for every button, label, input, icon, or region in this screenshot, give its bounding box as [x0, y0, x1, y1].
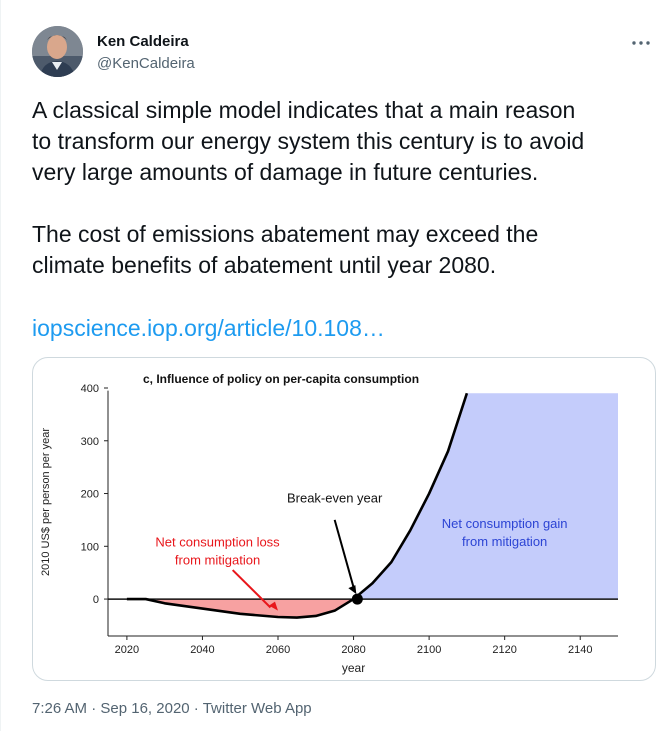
x-tick-label: 2140 — [568, 644, 592, 656]
tweet-source-app[interactable]: Twitter Web App — [202, 700, 312, 717]
gain-label: from mitigation — [462, 534, 547, 549]
chart-axes: 0 100 200 300 400 2020 2040 2060 2080 2100 2120 214… — [81, 383, 618, 656]
consumption-line — [126, 392, 469, 619]
x-tick-label: 2100 — [417, 644, 441, 656]
chart-labels: year 2010 US$ per person per year c, Influ… — [40, 372, 568, 675]
loss-arrow — [231, 569, 272, 609]
timestamp: 7:26 AM · Sep 16, 2020 · Twitter Web App — [32, 700, 312, 717]
y-tick-label: 200 — [81, 489, 99, 501]
tweet-date[interactable]: Sep 16, 2020 — [100, 700, 190, 717]
chart-title: c, Influence of policy on per-capita con… — [143, 372, 419, 386]
loss-label: Net consumption loss — [155, 534, 280, 549]
y-tick-label: 100 — [81, 541, 99, 553]
loss-region — [157, 599, 358, 618]
break-even-label: Break-even year — [287, 491, 383, 506]
y-axis-label: 2010 US$ per person per year — [40, 428, 52, 576]
x-tick-label: 2060 — [266, 644, 290, 656]
x-tick-label: 2120 — [492, 644, 516, 656]
x-axis-label: year — [342, 661, 365, 675]
y-tick-label: 300 — [81, 436, 99, 448]
break-even-point — [351, 593, 363, 605]
ellipsis-icon — [632, 41, 650, 45]
y-tick-label: 0 — [93, 594, 99, 606]
divider — [0, 0, 1, 731]
chart-lines — [126, 392, 469, 619]
gain-label: Net consumption gain — [442, 516, 568, 531]
loss-label: from mitigation — [175, 552, 260, 567]
author-name[interactable]: Ken Caldeira — [97, 33, 189, 50]
avatar[interactable] — [32, 26, 83, 77]
person-avatar-icon — [32, 26, 83, 77]
break-even-arrowhead — [348, 585, 357, 595]
chart-svg: 0 100 200 300 400 2020 2040 2060 2080 2100 2120 214… — [40, 372, 618, 675]
more-options-icon[interactable] — [631, 33, 651, 49]
chart-regions — [157, 393, 618, 618]
article-link[interactable]: iopscience.iop.org/article/10.108… — [32, 315, 385, 341]
x-tick-label: 2040 — [190, 644, 214, 656]
author-handle[interactable]: @KenCaldeira — [97, 55, 195, 72]
tweet-text: A classical simple model indicates that … — [32, 97, 585, 278]
x-tick-label: 2080 — [341, 644, 365, 656]
gain-region — [357, 393, 618, 600]
y-tick-label: 400 — [81, 383, 99, 395]
tweet-time[interactable]: 7:26 AM — [32, 700, 88, 717]
tweet-media-chart[interactable]: 0 100 200 300 400 2020 2040 2060 2080 2100 2120 214… — [32, 357, 656, 681]
separator: · — [87, 700, 101, 717]
break-even-arrow — [333, 519, 356, 591]
x-tick-label: 2020 — [115, 644, 139, 656]
separator: · — [189, 700, 203, 717]
loss-arrowhead — [269, 601, 278, 611]
